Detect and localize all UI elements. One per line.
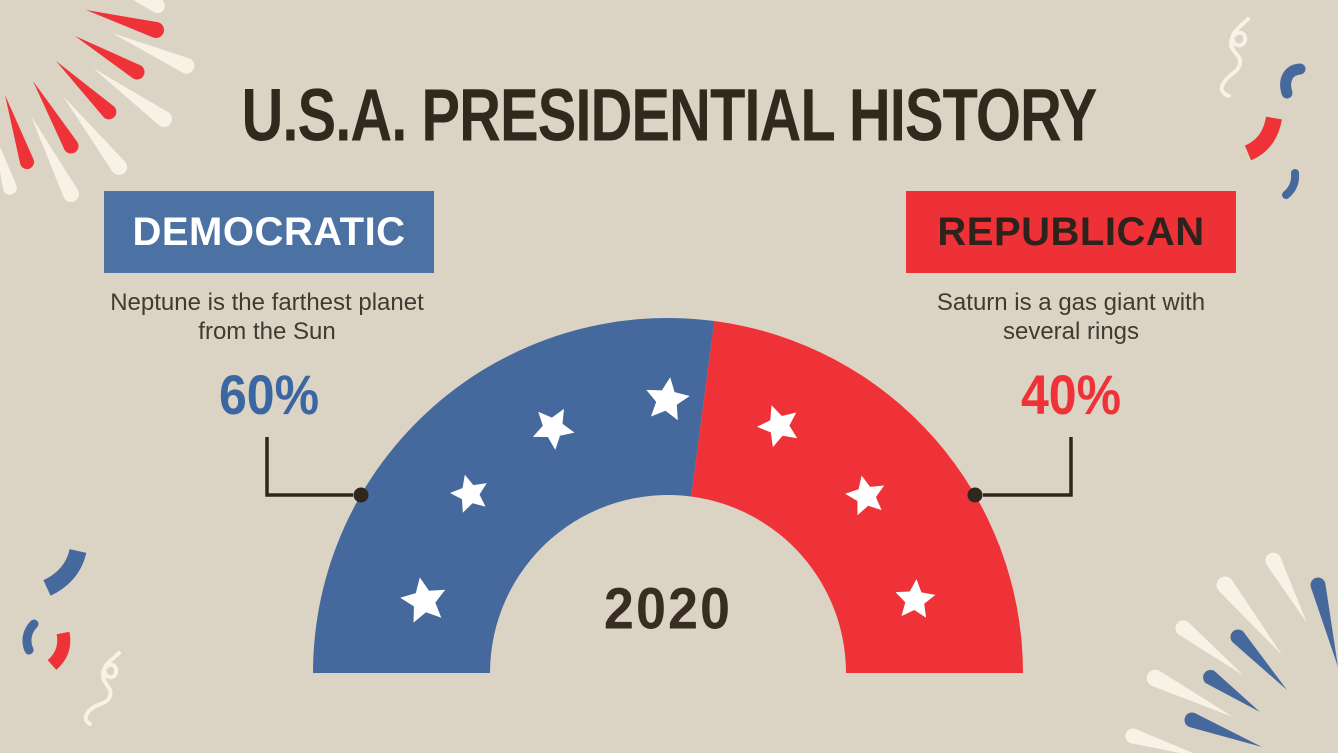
page-title: U.S.A. PRESIDENTIAL HISTORY [241, 73, 1098, 158]
gauge-year-label: 2020 [603, 576, 733, 642]
confetti-comma-icon [1280, 63, 1306, 99]
star-icon [532, 408, 575, 450]
democratic-fact-text: Neptune is the farthest planet from the … [110, 289, 424, 346]
star-icon [400, 577, 446, 623]
firework-ray [93, 68, 173, 128]
confetti-comma-icon [1282, 169, 1300, 199]
semicircle-gauge [313, 317, 1023, 673]
republican-connector [967, 437, 1073, 503]
firework-ray [1175, 620, 1243, 675]
firework-ray [56, 61, 117, 120]
firework-ray [63, 96, 128, 176]
republican-banner-label: REPUBLICAN [937, 209, 1205, 254]
confetti-macaroni-icon [1244, 116, 1282, 161]
gauge-democratic-segment [313, 317, 715, 673]
democratic-banner: DEMOCRATIC [104, 191, 434, 273]
firework-ray [1265, 552, 1307, 623]
star-icon [845, 475, 885, 516]
firework-ray [31, 116, 80, 203]
firework-ray [1184, 712, 1262, 747]
firework-ray [1310, 577, 1338, 667]
republican-fact-text: Saturn is a gas giant with several rings [936, 289, 1206, 346]
firework-ray [1216, 576, 1282, 655]
confetti-bottom-left [22, 548, 121, 726]
firework-ray [33, 81, 79, 154]
democratic-banner-label: DEMOCRATIC [132, 209, 406, 254]
firework-ray [86, 10, 165, 39]
firework-ray [133, 0, 165, 14]
confetti-comma-icon [22, 619, 39, 655]
curly-ribbon-icon [1219, 17, 1250, 98]
confetti-macaroni-icon [43, 548, 87, 596]
firework-ray [112, 33, 195, 74]
confetti-top-right [1219, 17, 1306, 199]
firework-ray [1203, 669, 1260, 712]
democratic-percent-label: 60% [218, 363, 320, 427]
firework-ray [75, 36, 145, 80]
connector-dot [353, 487, 369, 503]
firework-ray [1230, 629, 1287, 690]
firework-ray [0, 146, 17, 195]
republican-banner: REPUBLICAN [906, 191, 1236, 273]
connector-dot [967, 487, 983, 503]
star-icon [450, 474, 487, 513]
firework-ray [1146, 669, 1233, 717]
curly-ribbon-icon [83, 651, 121, 726]
star-icon [895, 579, 936, 618]
firework-burst-top-left [0, 0, 195, 203]
star-icon [646, 377, 690, 421]
democratic-connector [265, 437, 369, 503]
firework-burst-bottom-right [1125, 552, 1338, 753]
star-icon [757, 405, 798, 448]
firework-ray [5, 95, 35, 170]
confetti-macaroni-icon [47, 631, 71, 670]
firework-ray [1125, 728, 1194, 753]
republican-percent-label: 40% [1020, 363, 1122, 427]
